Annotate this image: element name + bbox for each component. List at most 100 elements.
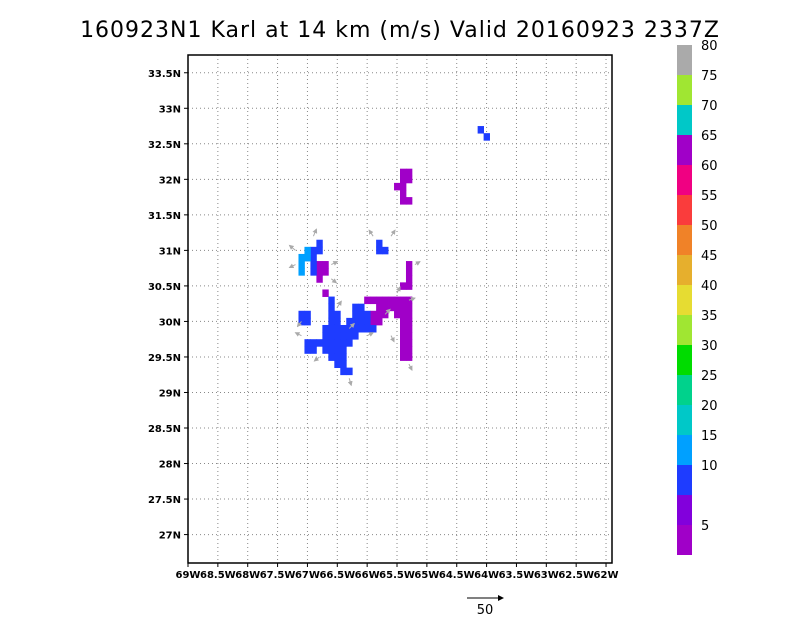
wind-cell-blue	[340, 346, 347, 354]
wind-cell-blue	[304, 339, 311, 347]
wind-cell-light-blue	[298, 253, 305, 262]
wind-cell-blue	[304, 310, 311, 319]
wind-vector	[294, 332, 302, 337]
wind-cell-light-blue	[304, 253, 311, 262]
wind-cell-purple	[316, 261, 323, 269]
colorbar-bin	[677, 405, 692, 435]
colorbar-label: 75	[701, 69, 718, 84]
wind-cell-purple	[405, 346, 413, 354]
y-tick-label: 29.5N	[148, 353, 181, 364]
colorbar-label: 45	[701, 249, 718, 264]
x-tick-label: 67.5W	[260, 570, 296, 581]
wind-vector	[336, 300, 342, 308]
wind-cell-purple	[322, 289, 329, 297]
wind-cell-purple	[405, 168, 413, 177]
wind-vector	[347, 378, 353, 387]
wind-vector	[313, 356, 320, 362]
wind-vector	[414, 261, 421, 266]
wind-cell-blue	[328, 339, 335, 347]
colorbar-label: 25	[701, 369, 718, 384]
colorbar-bin	[677, 315, 692, 345]
x-tick-label: 69W	[176, 570, 201, 581]
wind-cell-purple	[376, 303, 383, 312]
wind-cell-blue	[328, 317, 335, 326]
wind-cell-blue	[322, 346, 329, 354]
wind-cell-purple	[394, 296, 401, 305]
wind-cell-purple	[405, 339, 413, 347]
wind-vector	[395, 286, 401, 294]
colorbar-bin	[677, 165, 692, 195]
wind-cell-purple	[405, 303, 413, 312]
wind-cell-blue	[304, 346, 311, 354]
colorbar-label: 80	[701, 39, 718, 54]
wind-cell-blue	[358, 324, 365, 333]
wind-cell-purple	[405, 261, 413, 269]
plot-frame	[187, 54, 613, 564]
y-tick-label: 29N	[159, 388, 181, 399]
wind-cell-blue	[346, 332, 353, 340]
y-tick-label: 31N	[159, 246, 181, 257]
y-tick-label: 31.5N	[148, 211, 181, 222]
wind-cells	[298, 126, 490, 376]
wind-cell-blue	[334, 310, 341, 319]
y-tick-label: 28.5N	[148, 424, 181, 435]
wind-cell-blue	[370, 324, 377, 333]
wind-cell-blue	[364, 310, 371, 319]
wind-vectors	[288, 228, 421, 387]
y-tick-label: 30N	[159, 317, 181, 328]
wind-cell-purple	[388, 296, 395, 305]
wind-cell-purple	[400, 189, 407, 198]
wind-cell-blue	[334, 339, 341, 347]
y-tick-label: 32.5N	[148, 140, 181, 151]
x-tick-label: 64W	[474, 570, 499, 581]
wind-cell-blue	[358, 310, 365, 319]
wind-cell-blue	[304, 317, 311, 326]
colorbar-bin	[677, 345, 692, 375]
wind-cell-blue	[322, 324, 329, 333]
wind-vector	[384, 308, 391, 315]
wind-cell-blue	[340, 332, 347, 340]
x-tick-label: 63.5W	[499, 570, 535, 581]
colorbar-label: 15	[701, 429, 718, 444]
colorbar-bin	[677, 45, 692, 75]
wind-cell-purple	[376, 296, 383, 305]
wind-cell-blue	[334, 324, 341, 333]
x-tick-label: 68.5W	[200, 570, 236, 581]
colorbar-bin	[677, 525, 692, 555]
colorbar-bin	[677, 495, 692, 525]
wind-cell-purple	[405, 332, 413, 340]
wind-cell-purple	[400, 310, 407, 319]
wind-cell-blue	[340, 339, 347, 347]
y-axis-ticks: 27N 27.5N 28N 28.5N 29N 29.5N 30N 30.5N 31N 31.5N…	[148, 69, 188, 542]
wind-cell-blue	[364, 317, 371, 326]
y-tick-label: 33.5N	[148, 69, 181, 80]
wind-cell-purple	[394, 182, 401, 191]
wind-cell-blue	[352, 332, 359, 340]
wind-cell-blue	[322, 332, 329, 340]
colorbar-label: 30	[701, 339, 718, 354]
wind-cell-blue	[322, 339, 329, 347]
wind-cell-purple	[405, 310, 413, 319]
colorbar-label: 50	[701, 219, 718, 234]
x-tick-label: 64.5W	[439, 570, 475, 581]
wind-cell-light-blue	[298, 261, 305, 269]
wind-cell-purple	[370, 317, 377, 326]
wind-vector	[366, 332, 375, 337]
wind-cell-purple	[364, 296, 371, 305]
wind-cell-purple	[400, 317, 407, 326]
wind-vector	[331, 278, 338, 284]
colorbar-label: 40	[701, 279, 718, 294]
colorbar-label: 5	[701, 519, 709, 534]
chart-title: 160923N1 Karl at 14 km (m/s) Valid 20160…	[80, 18, 720, 43]
wind-cell-blue	[310, 346, 317, 354]
wind-cell-blue	[340, 360, 347, 369]
y-tick-label: 28N	[159, 460, 181, 471]
wind-cell-blue	[334, 353, 341, 361]
wind-cell-blue	[328, 353, 335, 361]
reference-vector-label: 50	[477, 603, 494, 618]
y-tick-label: 27N	[159, 531, 181, 542]
wind-vector	[368, 229, 374, 237]
reference-vector: 50	[467, 595, 504, 618]
colorbar-bin	[677, 105, 692, 135]
